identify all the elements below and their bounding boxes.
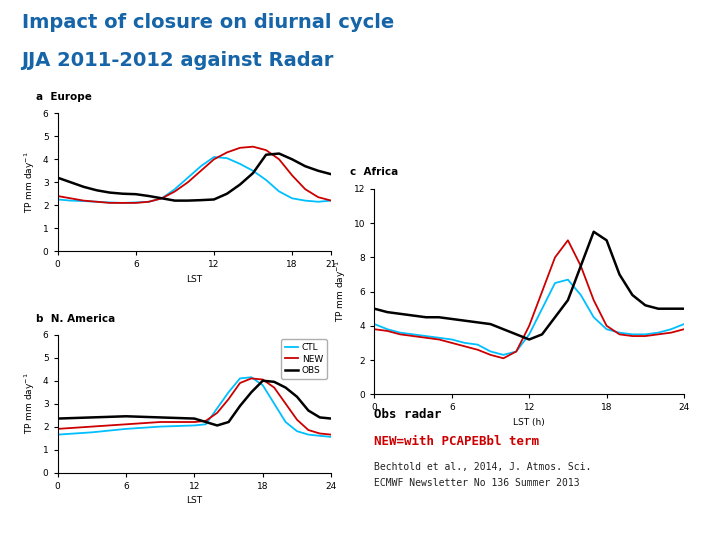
Text: Bechtold et al., 2014, J. Atmos. Sci.: Bechtold et al., 2014, J. Atmos. Sci. bbox=[374, 462, 592, 472]
Text: NEW=with PCAPEBbl term: NEW=with PCAPEBbl term bbox=[374, 435, 539, 448]
Text: Slide 34: Slide 34 bbox=[432, 517, 473, 526]
Text: c  Africa: c Africa bbox=[350, 167, 398, 177]
Y-axis label: TP mm day$^{-1}$: TP mm day$^{-1}$ bbox=[334, 261, 348, 322]
Text: ECMWF Newsletter No 136 Summer 2013: ECMWF Newsletter No 136 Summer 2013 bbox=[374, 478, 580, 488]
X-axis label: LST: LST bbox=[186, 496, 202, 505]
Y-axis label: TP mm day$^{-1}$: TP mm day$^{-1}$ bbox=[23, 373, 37, 435]
Text: ⟳ ECMWF: ⟳ ECMWF bbox=[619, 517, 675, 526]
X-axis label: LST: LST bbox=[186, 275, 202, 284]
Text: b  N. America: b N. America bbox=[36, 314, 115, 324]
Text: JJA 2011-2012 against Radar: JJA 2011-2012 against Radar bbox=[22, 51, 334, 70]
X-axis label: LST (h): LST (h) bbox=[513, 418, 545, 427]
Y-axis label: TP mm day$^{-1}$: TP mm day$^{-1}$ bbox=[23, 151, 37, 213]
Legend: CTL, NEW, OBS: CTL, NEW, OBS bbox=[281, 339, 327, 379]
Text: a  Europe: a Europe bbox=[36, 92, 91, 103]
Text: Obs radar: Obs radar bbox=[374, 408, 442, 421]
Text: Impact of closure on diurnal cycle: Impact of closure on diurnal cycle bbox=[22, 14, 394, 32]
Text: NWP Training Course Convection II: The IFS scheme: NWP Training Course Convection II: The I… bbox=[11, 517, 274, 526]
